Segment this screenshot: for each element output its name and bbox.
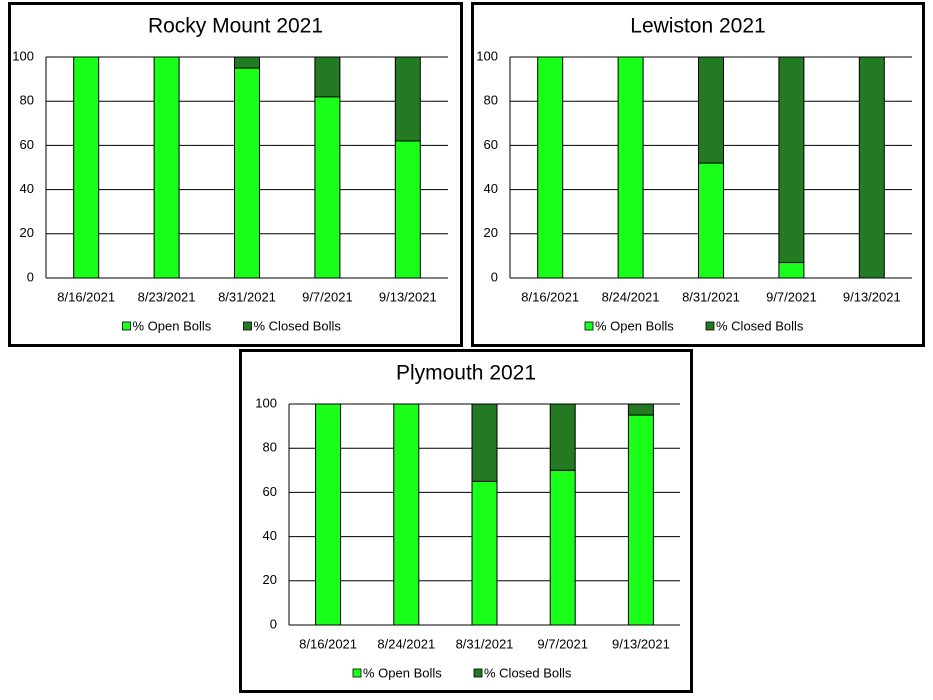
chart-title: Plymouth 2021 <box>396 362 536 385</box>
bar-segment <box>698 56 724 164</box>
bar-segment <box>393 403 420 626</box>
y-tick-label: 80 <box>263 440 277 455</box>
legend-swatch <box>122 321 131 331</box>
chart-title: Rocky Mount 2021 <box>148 15 323 38</box>
x-tick-label: 8/16/2021 <box>299 636 357 651</box>
bar-segment <box>73 56 100 279</box>
y-tick-label: 80 <box>20 93 34 108</box>
y-tick-label: 40 <box>484 181 498 196</box>
x-tick-label: 9/13/2021 <box>843 289 901 304</box>
chart-panel: Lewiston 2021 0 20 40 60 80 100 8/16/2021 8/24/2… <box>471 2 925 347</box>
bar-segment <box>314 96 341 279</box>
x-tick-label: 9/7/2021 <box>537 636 588 651</box>
chart-panel: Plymouth 2021 0 20 40 60 80 100 8/16/2021 8/24/2… <box>239 349 693 693</box>
bar-segment <box>234 56 260 69</box>
bar-segment <box>234 67 260 279</box>
y-tick-label: 60 <box>263 484 277 499</box>
bar-segment <box>778 56 805 264</box>
chart-title: Lewiston 2021 <box>630 15 765 38</box>
legend-swatch <box>705 321 715 331</box>
x-tick-label: 8/16/2021 <box>57 289 115 304</box>
y-tick-label: 40 <box>20 181 34 196</box>
bar-segment <box>471 480 498 626</box>
y-tick-label: 100 <box>12 48 34 63</box>
legend-label: % Closed Bolls <box>716 318 804 333</box>
bar-segment <box>153 56 180 279</box>
x-tick-label: 9/13/2021 <box>612 636 670 651</box>
x-tick-label: 8/24/2021 <box>377 636 435 651</box>
y-tick-label: 0 <box>27 269 34 284</box>
bar-segment <box>314 56 341 98</box>
legend-label: % Closed Bolls <box>254 318 342 333</box>
y-tick-label: 60 <box>20 137 34 152</box>
bar-segment <box>778 262 805 279</box>
y-tick-label: 0 <box>491 269 498 284</box>
y-tick-label: 80 <box>484 93 498 108</box>
bar-segment <box>315 403 342 626</box>
bar-segment <box>537 56 564 279</box>
x-tick-label: 9/13/2021 <box>379 289 437 304</box>
chart-panel: Rocky Mount 2021 0 20 40 60 80 100 8/16/2021 8/2… <box>8 2 463 347</box>
bar-segment <box>698 162 724 279</box>
x-tick-label: 9/7/2021 <box>766 289 817 304</box>
bar-segment <box>394 140 421 279</box>
x-tick-label: 8/23/2021 <box>138 289 196 304</box>
legend-label: % Open Bolls <box>595 318 674 333</box>
legend-label: % Open Bolls <box>133 318 212 333</box>
y-tick-label: 100 <box>476 48 498 63</box>
y-tick-label: 20 <box>484 225 498 240</box>
legend-swatch <box>473 668 483 678</box>
bar-segment <box>394 56 421 142</box>
legend-label: % Closed Bolls <box>484 665 572 680</box>
bar-segment <box>627 414 654 626</box>
y-tick-label: 100 <box>255 395 277 410</box>
legend-swatch <box>352 668 362 678</box>
y-tick-label: 20 <box>263 572 277 587</box>
legend-label: % Open Bolls <box>363 665 442 680</box>
y-tick-label: 20 <box>20 225 34 240</box>
x-tick-label: 8/31/2021 <box>456 636 514 651</box>
legend-swatch <box>243 321 252 331</box>
x-tick-label: 8/31/2021 <box>218 289 276 304</box>
bar-segment <box>617 56 644 279</box>
bar-segment <box>627 403 654 416</box>
x-tick-label: 8/24/2021 <box>602 289 660 304</box>
bar-segment <box>471 403 498 482</box>
x-tick-label: 8/16/2021 <box>521 289 579 304</box>
bar-segment <box>549 403 576 471</box>
y-tick-label: 40 <box>263 528 277 543</box>
x-tick-label: 9/7/2021 <box>302 289 353 304</box>
bar-segment <box>858 56 885 279</box>
y-tick-label: 0 <box>270 616 277 631</box>
bar-segment <box>549 469 576 626</box>
legend-swatch <box>584 321 594 331</box>
y-tick-label: 60 <box>484 137 498 152</box>
x-tick-label: 8/31/2021 <box>682 289 740 304</box>
